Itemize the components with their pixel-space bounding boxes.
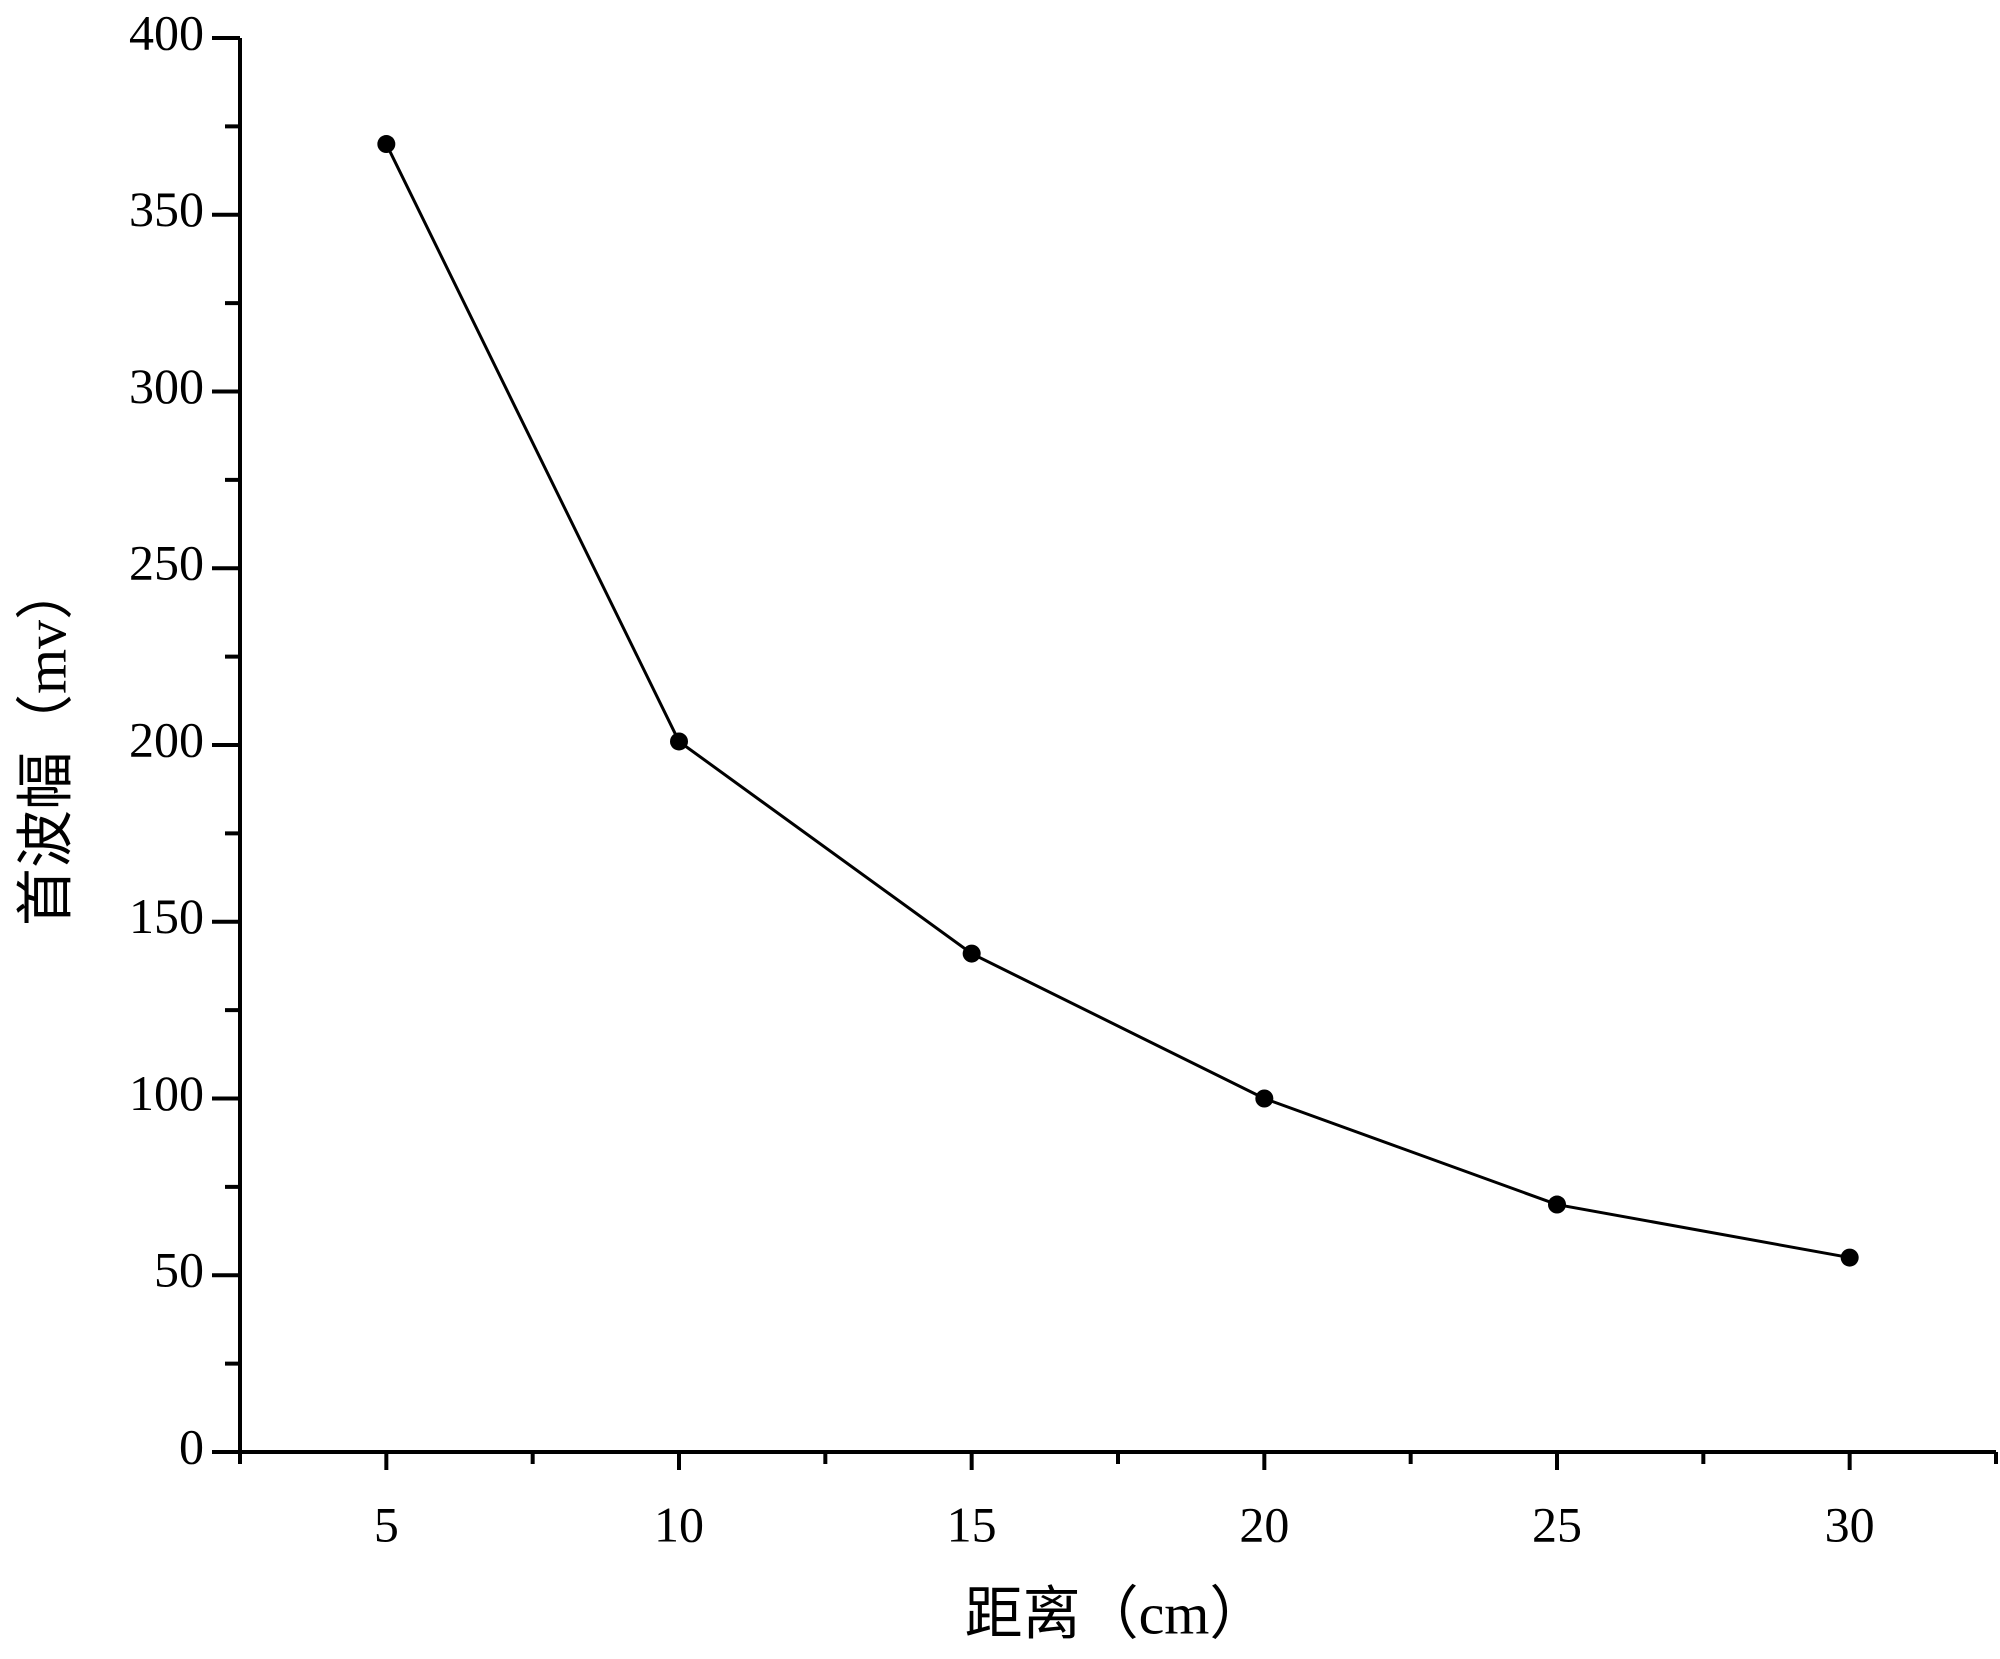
- y-axis-label: 首波幅（mv）: [13, 562, 78, 926]
- marker: [1548, 1195, 1566, 1214]
- x-axis-label: 距离（cm）: [965, 1581, 1268, 1646]
- y-tick-label: 50: [154, 1242, 204, 1298]
- x-tick-label: 30: [1825, 1496, 1875, 1552]
- y-tick-label: 350: [129, 181, 204, 237]
- marker: [377, 135, 396, 154]
- y-tick-label: 150: [129, 888, 204, 944]
- marker: [1840, 1248, 1859, 1267]
- y-tick-label: 300: [129, 358, 204, 414]
- series-line: [384, 143, 1850, 1260]
- y-tick-label: 200: [129, 711, 204, 767]
- marker: [962, 944, 981, 963]
- y-tick-label: 250: [129, 535, 204, 591]
- x-tick-label: 10: [654, 1496, 704, 1552]
- y-tick-label: 100: [129, 1065, 204, 1121]
- y-tick-label: 400: [129, 4, 204, 60]
- x-tick-label: 5: [374, 1496, 399, 1552]
- marker: [670, 732, 688, 751]
- y-tick-label: 0: [179, 1418, 204, 1474]
- marker: [1255, 1089, 1274, 1108]
- x-tick-label: 15: [947, 1496, 997, 1552]
- x-tick-label: 25: [1532, 1496, 1582, 1552]
- x-tick-label: 20: [1239, 1496, 1289, 1552]
